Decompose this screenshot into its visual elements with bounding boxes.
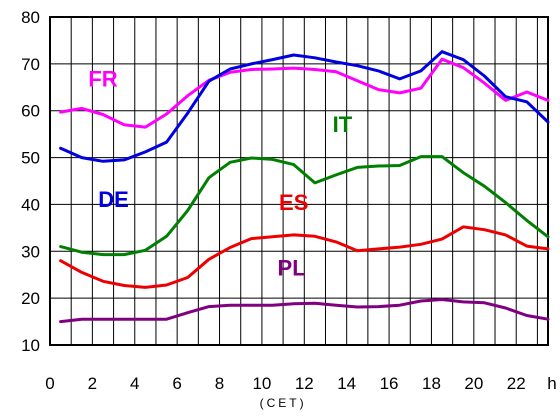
x-axis-tick-labels: 0 2 4 6 8 10 12 14 16 18 20 22 [45,374,525,393]
x-axis-unit-label: h [547,374,556,393]
series-label-pl: PL [278,256,306,281]
series-line-de [59,50,550,163]
y-tick-label: 80 [21,8,40,27]
plot-area-frame [49,16,549,346]
series-line-fr [59,57,550,129]
x-tick-label: 14 [337,374,356,393]
x-tick-label: 18 [422,374,441,393]
x-tick-label: 6 [172,374,181,393]
series-label-es: ES [279,190,308,215]
x-tick-label: 20 [464,374,483,393]
chart-grid [50,17,548,345]
y-tick-label: 30 [21,242,40,261]
y-tick-label: 10 [21,336,40,355]
y-tick-label: 20 [21,289,40,308]
series-lines [59,50,550,324]
x-tick-label: 0 [45,374,54,393]
series-labels: FR DE IT ES PL [88,66,352,280]
series-line-es [59,225,550,289]
x-tick-label: 16 [380,374,399,393]
series-label-fr: FR [88,66,117,91]
x-axis-label: (CET) [260,396,307,410]
x-tick-label: 4 [130,374,139,393]
x-tick-label: 10 [252,374,271,393]
series-line-pl [59,298,550,324]
series-line-it [59,155,550,257]
y-tick-label: 40 [21,195,40,214]
y-tick-label: 60 [21,102,40,121]
y-tick-label: 70 [21,55,40,74]
x-tick-label: 12 [295,374,314,393]
y-tick-label: 50 [21,149,40,168]
series-label-it: IT [333,112,353,137]
y-axis-tick-labels: 10 20 30 40 50 60 70 80 [21,8,40,355]
x-tick-label: 8 [215,374,224,393]
series-label-de: DE [98,187,129,212]
x-tick-label: 2 [88,374,97,393]
x-tick-label: 22 [507,374,526,393]
